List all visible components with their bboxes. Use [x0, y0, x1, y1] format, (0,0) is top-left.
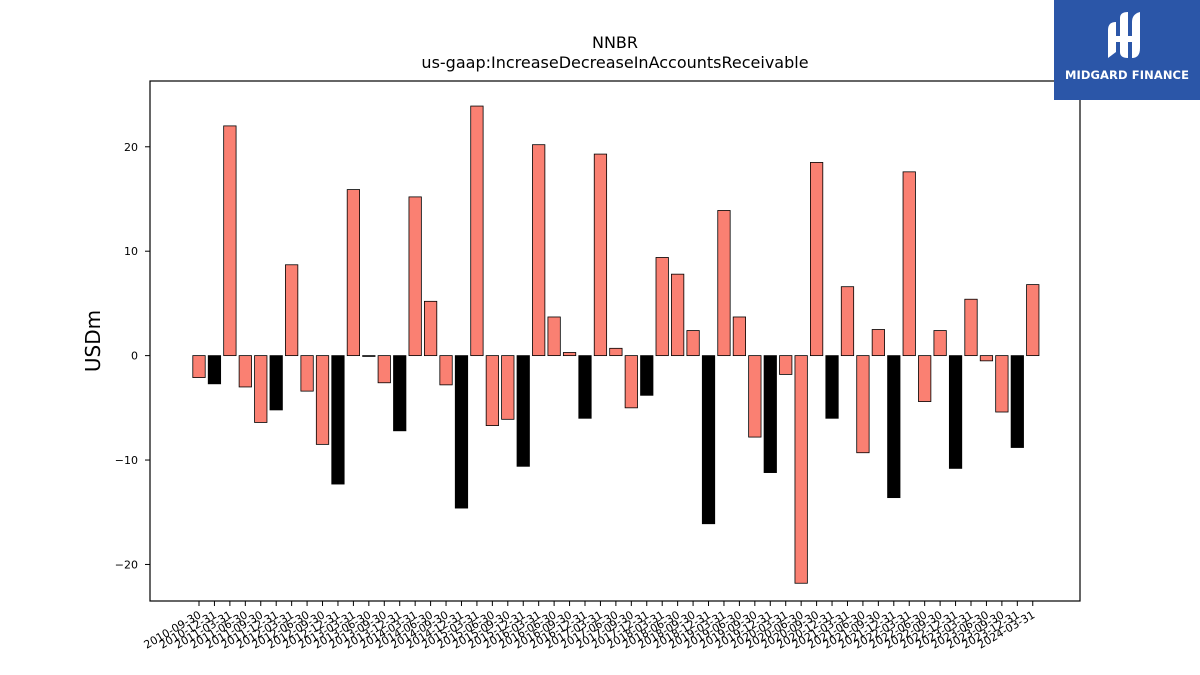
bar-2016-09-30 — [562, 352, 577, 357]
bar-2019-06-30 — [732, 316, 747, 357]
bar-2015-12-31 — [516, 355, 530, 467]
bar-2016-12-31 — [578, 355, 592, 419]
y-tick-label: −10 — [115, 454, 138, 467]
bar-2021-06-30 — [856, 355, 870, 454]
bar-2014-12-31 — [454, 355, 469, 509]
bar-2022-09-30 — [933, 330, 947, 357]
bar-2023-09-30 — [995, 355, 1009, 413]
bar-2021-09-30 — [871, 329, 885, 357]
bar-2013-03-31 — [346, 189, 361, 357]
bar-2018-03-31 — [655, 257, 669, 357]
bar-2022-06-30 — [918, 355, 932, 402]
bar-2023-12-31 — [1010, 355, 1024, 448]
bar-2010-09-30 — [192, 355, 206, 378]
bar-2020-03-31 — [779, 355, 793, 375]
bar-2015-03-31 — [470, 105, 484, 357]
bar-2019-09-30 — [748, 355, 762, 438]
bar-2017-06-30 — [609, 347, 623, 357]
chart-title: NNBR — [592, 33, 638, 52]
bar-2012-12-31 — [331, 355, 345, 485]
plot-frame — [149, 80, 1081, 602]
bar-2010-12-31 — [207, 355, 222, 385]
y-tick-label: 20 — [124, 141, 138, 154]
bar-2022-12-31 — [948, 355, 963, 469]
bar-2012-09-30 — [315, 355, 330, 445]
chart-subtitle: us-gaap:IncreaseDecreaseInAccountsReceiv… — [421, 53, 808, 72]
bar-2013-06-30 — [362, 355, 376, 357]
bar-2023-03-31 — [964, 298, 978, 357]
bar-2011-06-30 — [238, 355, 252, 388]
bar-2017-09-30 — [624, 355, 638, 409]
bar-2017-12-31 — [640, 355, 654, 396]
y-axis-label: USDm — [81, 310, 105, 372]
bar-2019-12-31 — [763, 355, 777, 473]
bar-2018-12-31 — [701, 355, 716, 525]
bar-2011-09-30 — [254, 355, 268, 423]
bar-2014-09-30 — [439, 355, 453, 386]
bar-2019-03-31 — [717, 210, 731, 357]
brand-logo: MIDGARD FINANCE — [1054, 0, 1200, 100]
bar-2018-09-30 — [686, 330, 700, 357]
bar-2016-06-30 — [547, 316, 561, 357]
bar-2011-03-31 — [223, 125, 237, 357]
bar-2014-06-30 — [423, 300, 438, 357]
bar-2015-06-30 — [485, 355, 499, 426]
bar-2018-06-30 — [671, 273, 685, 357]
midgard-logo-icon — [1108, 12, 1140, 58]
y-axis-ticks: −20 −10 0 10 20 — [115, 141, 150, 571]
bar-2023-06-30 — [979, 355, 994, 362]
bar-2012-03-31 — [285, 264, 299, 357]
bar-2015-09-30 — [501, 355, 515, 420]
bar-2013-09-30 — [377, 355, 391, 384]
bar-2013-12-31 — [393, 355, 407, 432]
bar-2020-09-30 — [810, 162, 824, 357]
bar-2017-03-31 — [593, 153, 608, 357]
brand-name: MIDGARD FINANCE — [1064, 68, 1190, 82]
bar-2016-03-31 — [532, 144, 546, 357]
bar-2014-03-31 — [408, 196, 422, 357]
x-axis-ticks: 2010-09-302010-12-312011-03-312011-06-30… — [142, 601, 1037, 652]
bar-2020-12-31 — [825, 355, 839, 419]
bar-2022-03-31 — [902, 171, 916, 357]
bar-2020-06-30 — [794, 355, 808, 584]
bar-2021-12-31 — [887, 355, 901, 499]
y-tick-label: 10 — [124, 245, 138, 258]
bar-2021-03-31 — [840, 286, 855, 357]
bar-2024-03-31 — [1026, 284, 1040, 357]
bar-2012-06-30 — [300, 355, 314, 392]
y-tick-label: 0 — [131, 350, 138, 363]
y-tick-label: −20 — [115, 558, 138, 571]
bars-group — [192, 105, 1040, 584]
bar-2011-12-31 — [269, 355, 283, 411]
